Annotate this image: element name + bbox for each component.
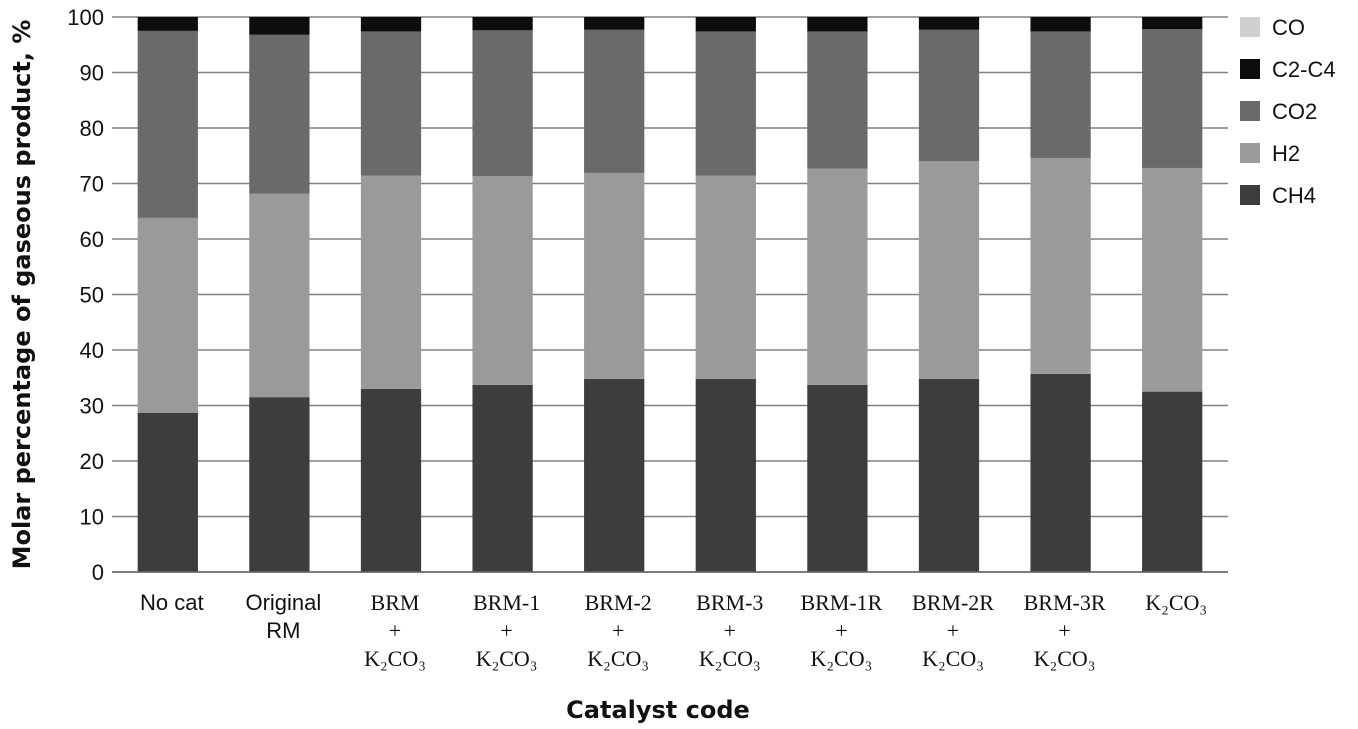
bar-segment-h2	[695, 175, 756, 379]
legend-label: H2	[1272, 141, 1300, 166]
bar-segment-co2	[472, 30, 533, 177]
bar-segment-co2	[584, 29, 645, 173]
bar-segment-co2	[695, 31, 756, 176]
y-tick-label: 100	[67, 5, 104, 30]
bar-segment-ch4	[807, 384, 868, 572]
x-tick-label: +	[612, 618, 624, 643]
bar-segment-ch4	[1030, 373, 1091, 572]
bar-segment-c2-c4	[695, 17, 756, 32]
bar-segment-c2-c4	[1142, 17, 1203, 30]
bar-segment-co2	[360, 31, 422, 176]
bar-segment-h2	[584, 172, 645, 379]
bar-segment-co2	[249, 34, 310, 194]
x-tick-label: K₂CO₃	[587, 646, 649, 671]
legend-swatch-co2	[1240, 101, 1260, 121]
bar-segment-ch4	[137, 412, 198, 572]
x-tick-label: K₂CO₃	[364, 646, 426, 671]
legend-label: CO	[1272, 15, 1305, 40]
bar-segment-h2	[249, 193, 310, 398]
x-tick-label: BRM-2	[585, 590, 652, 615]
y-tick-label: 20	[80, 449, 104, 474]
bar-segment-ch4	[249, 397, 310, 572]
x-tick-label: BRM-2R	[912, 590, 994, 615]
x-tick-label: BRM	[371, 590, 420, 615]
x-tick-label: K₂CO₃	[1034, 646, 1096, 671]
bar-segment-c2-c4	[249, 17, 310, 35]
x-tick-label: BRM-1	[473, 590, 540, 615]
bar-segment-ch4	[1142, 391, 1203, 572]
bar-segment-c2-c4	[137, 17, 198, 31]
legend-swatch-ch4	[1240, 185, 1260, 205]
bar-segment-h2	[1142, 167, 1203, 392]
bar-segment-ch4	[360, 388, 422, 572]
bar-segment-ch4	[584, 378, 645, 572]
bar-segment-co2	[137, 30, 198, 218]
y-tick-label: 40	[80, 338, 104, 363]
legend-swatch-h2	[1240, 143, 1260, 163]
bar-segment-h2	[137, 217, 198, 413]
bar-segment-co2	[807, 31, 868, 169]
x-tick-label: K₂CO₃	[476, 646, 538, 671]
x-tick-label: K₂CO₃	[811, 646, 873, 671]
x-tick-label: BRM-3R	[1024, 590, 1106, 615]
bar-segment-c2-c4	[584, 17, 645, 30]
bar-segment-co2	[918, 29, 980, 162]
y-axis-title: Molar percentage of gaseous product, %	[8, 20, 36, 570]
y-tick-label: 30	[80, 394, 104, 419]
x-tick-label: K₂CO₃	[1145, 590, 1207, 615]
bar-segment-c2-c4	[918, 17, 980, 30]
x-tick-label: +	[389, 618, 401, 643]
x-tick-label: +	[500, 618, 512, 643]
x-tick-label: BRM-1R	[800, 590, 882, 615]
y-tick-label: 0	[92, 560, 104, 585]
y-tick-label: 10	[80, 505, 104, 530]
x-tick-label: +	[835, 618, 847, 643]
legend: CO C2-C4 CO2 H2 CH4	[1240, 15, 1336, 208]
bar-segment-c2-c4	[472, 17, 533, 31]
x-tick-label: +	[724, 618, 736, 643]
x-tick-label: +	[1058, 618, 1070, 643]
y-tick-label: 50	[80, 283, 104, 308]
x-tick-label: BRM-3	[696, 590, 763, 615]
x-tick-label: No cat	[140, 590, 204, 615]
y-axis-ticks: 0 10 20 30 40 50 60 70 80 90 100	[67, 5, 104, 585]
legend-swatch-co	[1240, 17, 1260, 37]
bar-segment-c2-c4	[360, 17, 422, 32]
y-tick-label: 60	[80, 227, 104, 252]
x-tick-label: RM	[266, 618, 300, 643]
y-tick-label: 70	[80, 172, 104, 197]
x-axis-title: Catalyst code	[566, 696, 750, 724]
bar-segment-ch4	[695, 378, 756, 572]
bar-segment-ch4	[472, 384, 533, 572]
bar-segment-c2-c4	[807, 17, 868, 32]
x-tick-label: K₂CO₃	[699, 646, 761, 671]
x-tick-label: K₂CO₃	[922, 646, 984, 671]
bar-segment-ch4	[918, 378, 980, 572]
x-axis-ticks: No cat Original RM BRM + K₂CO₃ BRM-1 + K₂CO₃ BRM-…	[140, 590, 1207, 671]
bar-segment-co2	[1030, 31, 1091, 158]
legend-label: CO2	[1272, 99, 1317, 124]
x-tick-label: +	[947, 618, 959, 643]
bar-segment-h2	[807, 168, 868, 385]
bar-segment-c2-c4	[1030, 17, 1091, 32]
legend-label: CH4	[1272, 183, 1316, 208]
bars	[137, 17, 1203, 572]
bar-segment-h2	[918, 161, 980, 379]
bar-segment-h2	[1030, 157, 1091, 374]
x-tick-label: Original	[245, 590, 321, 615]
legend-swatch-c2-c4	[1240, 59, 1260, 79]
y-tick-label: 80	[80, 116, 104, 141]
bar-segment-h2	[472, 176, 533, 385]
legend-label: C2-C4	[1272, 57, 1336, 82]
bar-segment-h2	[360, 175, 422, 389]
y-tick-label: 90	[80, 61, 104, 86]
bar-segment-co2	[1142, 29, 1203, 168]
